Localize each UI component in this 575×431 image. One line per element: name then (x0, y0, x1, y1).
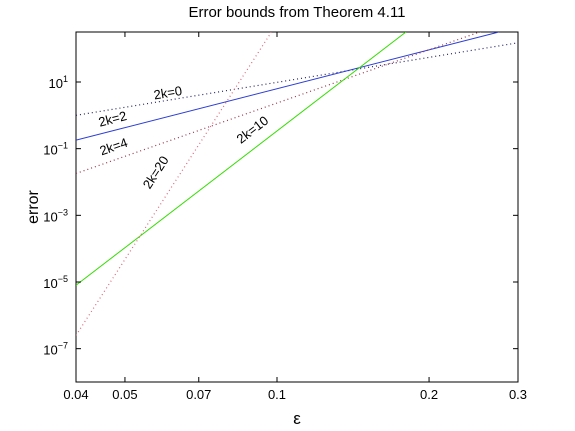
series-line-2k-2 (76, 32, 500, 141)
plot-frame (75, 31, 519, 383)
plot-area (75, 31, 519, 383)
y-axis-label: error (25, 189, 42, 223)
series-annotation: 2k=2 (97, 108, 128, 130)
series-line-2k-10 (76, 32, 407, 286)
series-layer (76, 32, 518, 336)
x-tick-label: 0.07 (186, 387, 211, 402)
x-tick-label: 0.04 (63, 387, 88, 402)
x-tick-label: 0.3 (509, 387, 527, 402)
chart-title: Error bounds from Theorem 4.11 (188, 4, 405, 21)
x-axis-label: ε (293, 409, 301, 428)
x-tick-label: 0.2 (420, 387, 438, 402)
y-tick-label: 10−1 (43, 141, 68, 158)
y-tick-label: 10−3 (43, 207, 68, 224)
y-tick-label: 10−5 (43, 274, 68, 291)
x-tick-label: 0.05 (112, 387, 137, 402)
ticks-layer: 0.04 0.05 0.07 0.1 0.2 0.3 10−7 10−5 10−3 10−1 101 (43, 32, 527, 402)
series-annotation: 2k=0 (153, 83, 184, 102)
y-tick-label: 10−7 (43, 341, 68, 358)
x-tick-label: 0.1 (268, 387, 286, 402)
y-tick-label: 101 (49, 74, 68, 91)
series-line-2k-20 (76, 32, 272, 336)
